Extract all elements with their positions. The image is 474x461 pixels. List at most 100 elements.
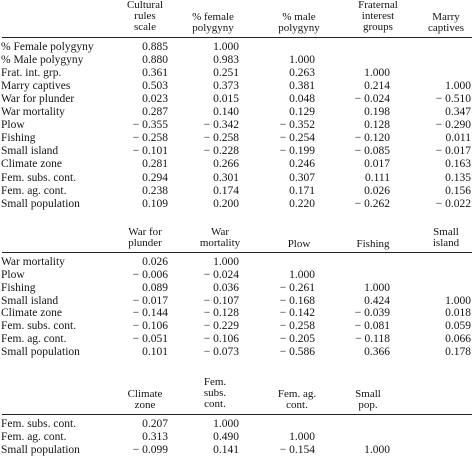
correlation-value: − 0.290 bbox=[435, 119, 471, 132]
correlation-value: − 0.022 bbox=[435, 197, 471, 210]
col-header-line: cont. bbox=[286, 399, 308, 411]
correlation-value: − 0.073 bbox=[203, 345, 239, 358]
correlation-value: 1.000 bbox=[289, 431, 315, 444]
correlation-value: 1.000 bbox=[289, 54, 315, 67]
correlation-value: − 0.262 bbox=[354, 197, 390, 210]
correlation-value: − 0.128 bbox=[203, 307, 239, 320]
row-label: Small population bbox=[1, 345, 80, 358]
table-row: Small population 0.109 0.200 0.220 − 0.262 − … bbox=[0, 198, 474, 211]
correlation-value: 0.263 bbox=[289, 67, 315, 80]
header-rule bbox=[2, 414, 472, 415]
col-header-line: mortality bbox=[199, 237, 241, 249]
row-label: Small population bbox=[1, 197, 80, 210]
correlation-value: − 0.258 bbox=[203, 132, 239, 145]
col-header: Plow bbox=[264, 239, 334, 250]
table-row: Small island − 0.101 − 0.228 − 0.199 − 0.085… bbox=[0, 145, 474, 158]
correlation-value: − 0.051 bbox=[132, 333, 168, 346]
col-header-line: Plow bbox=[287, 238, 311, 250]
correlation-value: − 0.199 bbox=[279, 145, 315, 158]
correlation-value: 0.089 bbox=[142, 281, 168, 294]
correlation-value: 0.347 bbox=[445, 106, 471, 119]
correlation-value: − 0.006 bbox=[132, 268, 168, 281]
table-row: War for plunder 0.023 0.015 0.048 − 0.024 − 0… bbox=[0, 93, 474, 106]
col-header-line: captives bbox=[427, 22, 465, 34]
correlation-value: 0.023 bbox=[142, 93, 168, 106]
table-row: Fem. subs. cont. 0.207 1.000 bbox=[0, 418, 474, 431]
correlation-value: − 0.024 bbox=[354, 93, 390, 106]
col-header: War mortality bbox=[185, 227, 255, 249]
row-label: War mortality bbox=[1, 256, 65, 268]
correlation-value: 0.266 bbox=[213, 158, 239, 171]
row-label: Fishing bbox=[1, 132, 36, 145]
correlation-value: 1.000 bbox=[213, 256, 239, 268]
row-label: % Male polygyny bbox=[1, 54, 84, 67]
correlation-value: 0.313 bbox=[142, 431, 168, 444]
correlation-value: 0.200 bbox=[213, 197, 239, 210]
correlation-value: 1.000 bbox=[364, 444, 390, 457]
correlation-value: − 0.101 bbox=[132, 145, 168, 158]
correlation-value: 0.490 bbox=[213, 431, 239, 444]
col-header-line: cont. bbox=[204, 398, 226, 410]
correlation-value: − 0.107 bbox=[203, 294, 239, 307]
row-label: Fem. ag. cont. bbox=[1, 333, 67, 346]
correlation-value: 0.141 bbox=[213, 444, 239, 457]
correlation-value: 0.307 bbox=[289, 171, 315, 184]
correlation-value: 0.017 bbox=[364, 158, 390, 171]
header-rule bbox=[2, 37, 472, 38]
col-header-line: Marry bbox=[432, 11, 460, 23]
col-header: Small island bbox=[416, 227, 474, 249]
row-label: Small island bbox=[1, 145, 59, 158]
row-label: Fem. ag. cont. bbox=[1, 431, 67, 444]
col-header: Small pop. bbox=[338, 389, 398, 411]
col-header: % male polygyny bbox=[264, 12, 334, 34]
correlation-value: 0.048 bbox=[289, 93, 315, 106]
row-label: War for plunder bbox=[1, 93, 75, 106]
correlation-value: 0.220 bbox=[289, 197, 315, 210]
correlation-value: − 0.106 bbox=[203, 333, 239, 346]
correlation-value: − 0.039 bbox=[354, 307, 390, 320]
correlation-value: 0.238 bbox=[142, 184, 168, 197]
correlation-value: 0.156 bbox=[445, 184, 471, 197]
correlation-value: − 0.510 bbox=[435, 93, 471, 106]
correlation-value: − 0.106 bbox=[132, 320, 168, 333]
correlation-value: − 0.142 bbox=[279, 307, 315, 320]
correlation-value: 0.011 bbox=[445, 132, 471, 145]
correlation-value: 0.163 bbox=[445, 158, 471, 171]
table-row: Climate zone − 0.144 − 0.128 − 0.142 − 0.039… bbox=[0, 307, 474, 320]
correlation-value: − 0.085 bbox=[354, 145, 390, 158]
correlation-value: − 0.254 bbox=[279, 132, 315, 145]
col-header-line: War bbox=[210, 226, 230, 238]
col-header-line: Small bbox=[355, 388, 381, 400]
row-label: Fem. subs. cont. bbox=[1, 320, 77, 333]
correlation-value: 0.503 bbox=[142, 80, 168, 93]
row-label: Climate zone bbox=[1, 158, 62, 171]
correlation-table-panel-3: Climate zone Fem. subs. cont. Fem. ag. cont.… bbox=[0, 377, 474, 461]
correlation-value: − 0.355 bbox=[132, 119, 168, 132]
table-row: Climate zone 0.281 0.266 0.246 0.017 0.163 bbox=[0, 158, 474, 171]
table-row: Plow − 0.006 − 0.024 1.000 bbox=[0, 269, 474, 282]
table-row: Fem. ag. cont. − 0.051 − 0.106 − 0.205 − 0.1… bbox=[0, 333, 474, 346]
col-header-line: % male bbox=[282, 11, 316, 23]
correlation-value: − 0.342 bbox=[203, 119, 239, 132]
col-header: Cultural rules scale bbox=[110, 0, 180, 33]
correlation-value: − 0.228 bbox=[203, 145, 239, 158]
col-header-line: War for bbox=[128, 226, 162, 238]
correlation-value: 0.026 bbox=[364, 184, 390, 197]
correlation-value: − 0.229 bbox=[203, 320, 239, 333]
correlation-value: − 0.261 bbox=[279, 281, 315, 294]
col-header-line: Fishing bbox=[356, 238, 390, 250]
table-row: Small population − 0.099 0.141 − 0.154 1.000 bbox=[0, 444, 474, 457]
correlation-value: 0.214 bbox=[364, 80, 390, 93]
col-header-line: pop. bbox=[358, 399, 378, 411]
correlation-value: − 0.154 bbox=[279, 444, 315, 457]
correlation-value: 0.111 bbox=[364, 171, 390, 184]
correlation-value: 0.036 bbox=[213, 281, 239, 294]
row-label: Small island bbox=[1, 294, 59, 307]
correlation-value: 0.198 bbox=[364, 106, 390, 119]
correlation-value: 0.128 bbox=[364, 119, 390, 132]
table-row: Fishing 0.089 0.036 − 0.261 1.000 bbox=[0, 282, 474, 295]
correlation-value: − 0.144 bbox=[132, 307, 168, 320]
correlation-value: 0.366 bbox=[364, 345, 390, 358]
table-row: Fem. subs. cont. − 0.106 − 0.229 − 0.258 − 0… bbox=[0, 320, 474, 333]
col-header-line: Fem. bbox=[203, 376, 227, 388]
